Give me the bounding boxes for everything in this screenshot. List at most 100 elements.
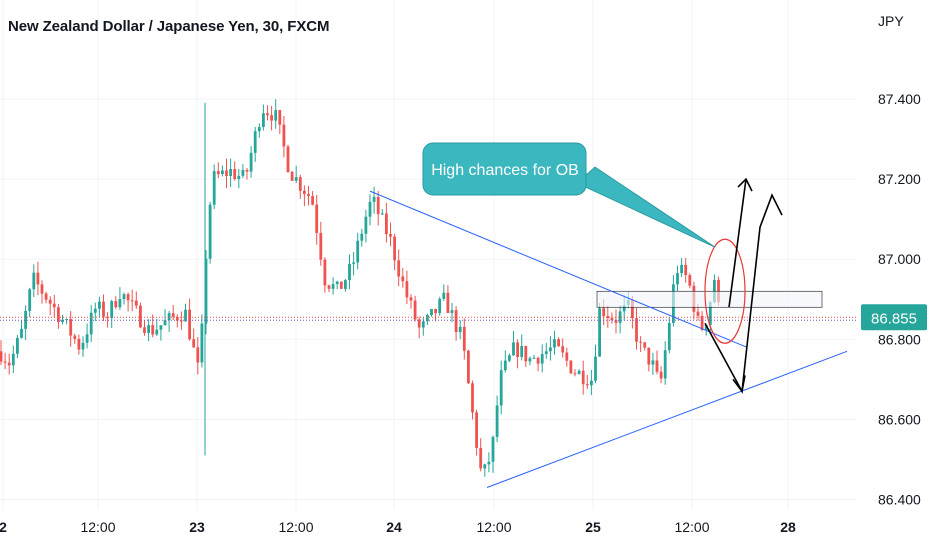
candle-body [360, 233, 364, 241]
candle-body [684, 264, 688, 276]
candle-body [241, 169, 245, 176]
candle-body [73, 335, 77, 339]
candle-body [327, 285, 331, 289]
candle-body [356, 240, 360, 263]
candle-body [11, 353, 15, 366]
candle-body [0, 351, 3, 362]
support-trendline[interactable] [486, 350, 848, 488]
candle-body [704, 325, 708, 330]
candle-body [24, 310, 27, 329]
candle-body [544, 351, 548, 355]
candle-body [3, 361, 7, 363]
candle-body [110, 301, 114, 319]
candle-body [409, 297, 413, 301]
candle-body [262, 113, 265, 128]
candle-body [389, 233, 392, 237]
resistance-trendline[interactable] [369, 190, 748, 348]
candle-body [98, 301, 101, 309]
x-tick-label: 12:00 [278, 519, 313, 535]
projection-up-arrowhead [737, 177, 753, 192]
candle-body [667, 322, 671, 351]
callout-text: High chances for OB [431, 162, 579, 179]
candle-body [512, 342, 515, 356]
candle-body [631, 299, 634, 319]
candle-body [196, 347, 200, 363]
y-tick-label: 87.400 [878, 91, 921, 107]
candle-body [208, 204, 212, 259]
candle-body [708, 302, 712, 326]
candle-body [139, 305, 142, 328]
candle-body [85, 334, 89, 343]
candle-body [159, 325, 163, 330]
candle-body [204, 258, 208, 324]
candle-body [319, 232, 323, 260]
candle-body [442, 292, 446, 299]
order-block-rect[interactable] [596, 290, 823, 308]
callout-box[interactable] [422, 142, 587, 196]
candle-body [298, 177, 302, 191]
y-tick-label: 87.200 [878, 171, 921, 187]
candle-body [249, 152, 253, 172]
last-price-label: 86.855 [871, 310, 917, 327]
candle-body [598, 308, 601, 357]
candle-body [639, 341, 642, 343]
x-tick-label: 12:00 [674, 519, 709, 535]
projection-path[interactable] [704, 193, 783, 394]
candle-body [467, 350, 470, 384]
candle-body [352, 262, 355, 264]
candle-body [413, 300, 417, 320]
candle-body [508, 355, 511, 361]
candle-body [266, 113, 269, 116]
candle-body [282, 124, 286, 147]
candle-body [303, 190, 306, 195]
candle-body [618, 311, 622, 323]
candle-body [188, 309, 191, 340]
y-tick-label: 87.000 [878, 251, 921, 267]
candle-body [405, 281, 409, 298]
candle-body [573, 373, 577, 375]
candle-body [397, 260, 401, 277]
candle-body [40, 284, 44, 294]
projection-up-path[interactable] [728, 178, 747, 308]
candle-body [229, 169, 232, 177]
candle-body [561, 346, 565, 353]
candle-body [479, 447, 483, 469]
candle-body [483, 464, 487, 469]
candle-body [93, 308, 97, 313]
candle-body [676, 273, 679, 285]
candle-body [290, 171, 294, 181]
candle-body [163, 320, 167, 326]
candle-body [151, 325, 155, 335]
candle-body [659, 371, 663, 379]
candle-body [385, 213, 388, 234]
candle-body [651, 360, 655, 365]
candle-body [28, 289, 32, 311]
candle-body [311, 196, 314, 205]
candle-body [417, 319, 421, 328]
candle-body [557, 339, 560, 347]
candle-body [569, 360, 573, 374]
candle-body [102, 301, 105, 317]
candle-body [499, 370, 503, 406]
candle-body [167, 313, 171, 321]
candle-body [257, 127, 261, 132]
candle-body [590, 380, 593, 386]
candle-body [175, 316, 179, 321]
last-price-tag [861, 304, 927, 331]
candle-body [155, 329, 159, 335]
candle-body [565, 352, 569, 361]
candle-body [380, 213, 384, 215]
candle-body [77, 338, 81, 350]
candle-body [16, 337, 19, 354]
candle-body [65, 319, 68, 321]
highlight-ellipse[interactable] [704, 238, 746, 344]
candle-body [147, 325, 150, 333]
x-tick-label: 23 [189, 519, 205, 535]
candle-body [516, 342, 519, 358]
candle-body [540, 354, 544, 364]
candle-body [532, 357, 536, 359]
candle-body [278, 110, 282, 125]
x-tick-label: 12:00 [476, 519, 511, 535]
